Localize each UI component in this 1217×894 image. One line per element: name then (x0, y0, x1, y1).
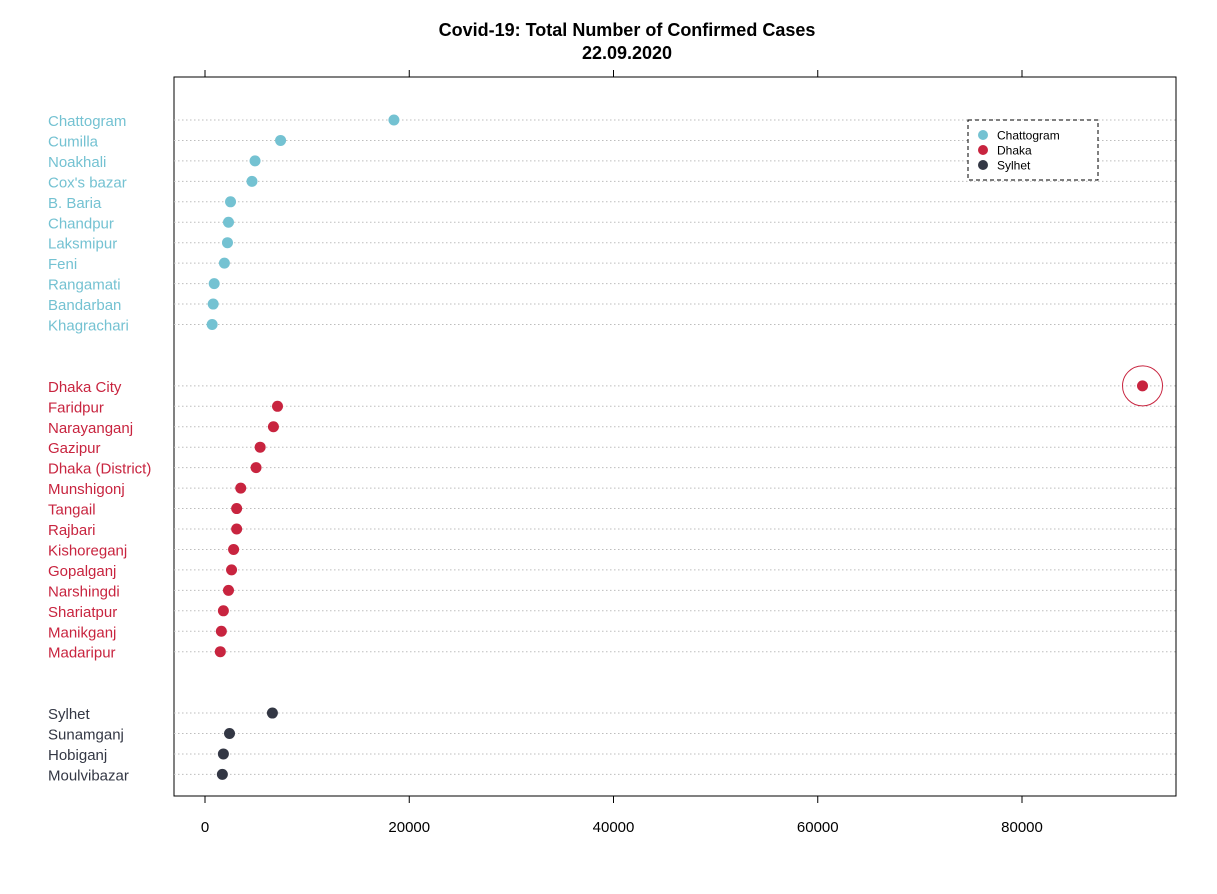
point-munshigonj (235, 482, 247, 494)
point-cox-s-bazar (246, 175, 258, 187)
legend-marker-dhaka (978, 145, 988, 155)
point-kishoreganj (228, 543, 240, 555)
grid-layer (174, 119, 1176, 775)
category-label-cumilla: Cumilla (48, 133, 99, 150)
category-label-khagrachari: Khagrachari (48, 318, 129, 335)
category-label-munshigonj: Munshigonj (48, 481, 125, 498)
category-label-shariatpur: Shariatpur (48, 604, 117, 621)
category-label-narshingdi: Narshingdi (48, 583, 120, 600)
category-label-bandarban: Bandarban (48, 297, 121, 314)
category-label-madaripur: Madaripur (48, 645, 116, 662)
x-tick-label: 0 (201, 819, 209, 836)
category-label-sylhet: Sylhet (48, 706, 91, 723)
point-noakhali (249, 155, 261, 167)
point-dhaka-district (250, 462, 262, 474)
category-label-manikganj: Manikganj (48, 624, 116, 641)
category-label-narayanganj: Narayanganj (48, 420, 133, 437)
legend-label-dhaka: Dhaka (997, 144, 1032, 158)
point-moulvibazar (216, 768, 228, 780)
point-rajbari (231, 523, 243, 535)
data-points (206, 114, 1164, 780)
point-khagrachari (206, 319, 218, 330)
point-b-baria (225, 196, 237, 208)
point-cumilla (275, 134, 287, 146)
point-sylhet (266, 707, 278, 719)
legend-box (967, 119, 1099, 181)
category-label-noakhali: Noakhali (48, 154, 106, 171)
category-label-chandpur: Chandpur (48, 215, 114, 232)
point-tangail (231, 503, 243, 515)
point-madaripur (214, 646, 226, 658)
x-tick-label: 40000 (593, 819, 635, 836)
point-laksmipur (221, 237, 233, 249)
category-label-rajbari: Rajbari (48, 522, 96, 539)
plot-frame (173, 76, 1177, 797)
point-shariatpur (217, 605, 229, 617)
x-tick-label: 80000 (1001, 819, 1043, 836)
point-narshingdi (222, 584, 234, 596)
x-axis: 0 20000 40000 60000 80000 (201, 70, 1043, 836)
legend-marker-sylhet (978, 160, 988, 170)
x-tick-label: 20000 (388, 819, 430, 836)
point-manikganj (215, 625, 227, 637)
category-label-rangamati: Rangamati (48, 277, 121, 294)
category-label-b-baria: B. Baria (48, 195, 102, 212)
category-label-cox-s-bazar: Cox's bazar (48, 174, 127, 191)
legend-marker-chattogram (978, 130, 988, 140)
category-label-hobiganj: Hobiganj (48, 747, 107, 764)
category-label-tangail: Tangail (48, 502, 96, 519)
point-chattogram (388, 114, 400, 126)
category-labels: Chattogram Cumilla Noakhali Cox's bazar B. B… (48, 113, 151, 784)
chart-subtitle: 22.09.2020 (582, 43, 672, 63)
point-chandpur (222, 216, 234, 228)
point-narayanganj (267, 421, 279, 433)
x-tick-label: 60000 (797, 819, 839, 836)
point-gazipur (254, 441, 266, 453)
category-label-moulvibazar: Moulvibazar (48, 767, 129, 784)
point-dhaka-city (1137, 380, 1149, 392)
point-gopalganj (226, 564, 238, 576)
point-feni (218, 257, 230, 269)
point-faridpur (272, 400, 284, 412)
category-label-dhaka-city: Dhaka City (48, 379, 122, 396)
category-label-gopalganj: Gopalganj (48, 563, 116, 580)
legend-label-sylhet: Sylhet (997, 159, 1031, 173)
point-hobiganj (217, 748, 229, 760)
chart-title: Covid-19: Total Number of Confirmed Case… (439, 20, 816, 40)
category-label-dhaka-district: Dhaka (District) (48, 461, 151, 478)
category-label-chattogram: Chattogram (48, 113, 126, 130)
category-label-laksmipur: Laksmipur (48, 236, 117, 253)
point-bandarban (207, 298, 219, 310)
point-sunamganj (224, 728, 236, 739)
category-label-feni: Feni (48, 256, 77, 273)
point-rangamati (208, 278, 220, 290)
legend-label-chattogram: Chattogram (997, 129, 1060, 143)
category-label-faridpur: Faridpur (48, 399, 104, 416)
category-label-gazipur: Gazipur (48, 440, 101, 457)
category-label-kishoreganj: Kishoreganj (48, 542, 127, 559)
category-label-sunamganj: Sunamganj (48, 727, 124, 744)
highlight-ring (1122, 365, 1164, 407)
